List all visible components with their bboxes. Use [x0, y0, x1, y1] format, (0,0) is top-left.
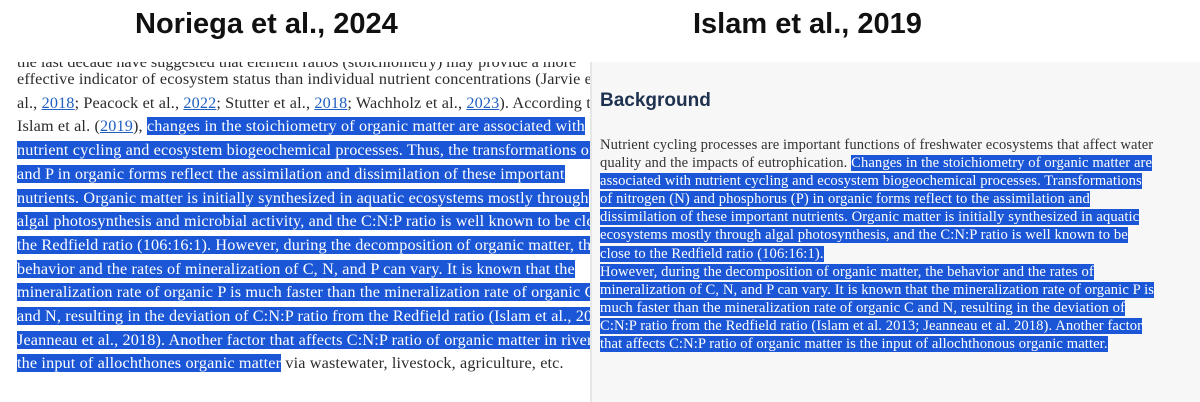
- text: ; Wachholz et al.,: [347, 93, 467, 112]
- left-line: algal photosynthesis and microbial activ…: [17, 210, 590, 234]
- highlighted-text[interactable]: algal photosynthesis and microbial activ…: [17, 212, 590, 231]
- highlighted-text[interactable]: However, during the decomposition of org…: [600, 263, 1094, 280]
- citation-link[interactable]: 2018: [314, 93, 348, 112]
- text: quality and the impacts of eutrophicatio…: [600, 155, 852, 172]
- right-line: close to the Redfield ratio (106:16:1).: [600, 245, 1154, 263]
- left-line: Islam et al. (2019), changes in the stoi…: [17, 115, 590, 139]
- right-line: mineralization of C, N, and P can vary. …: [600, 281, 1155, 299]
- highlighted-text[interactable]: that affects C:N:P ratio of organic matt…: [600, 336, 1108, 353]
- highlighted-text[interactable]: changes in the stoichiometry of organic …: [146, 117, 585, 136]
- panel-divider: [590, 62, 592, 402]
- highlighted-text[interactable]: mineralization rate of organic P is much…: [17, 283, 590, 302]
- highlighted-text[interactable]: nutrient cycling and ecosystem biogeoche…: [17, 141, 590, 160]
- highlighted-text[interactable]: of nitrogen (N) and phosphorus (P) in or…: [600, 191, 1090, 208]
- highlighted-text[interactable]: and N, resulting in the deviation of C:N…: [17, 307, 590, 326]
- left-line: effective indicator of ecosystem status …: [17, 70, 590, 88]
- left-heading: Noriega et al., 2024: [135, 8, 398, 40]
- cut-off-line: the last decade have suggested that elem…: [17, 62, 577, 71]
- right-line: quality and the impacts of eutrophicatio…: [600, 154, 1154, 172]
- right-heading: Islam et al., 2019: [693, 8, 922, 40]
- text: al.,: [17, 93, 42, 112]
- right-line: much faster than the mineralization rate…: [600, 299, 1154, 317]
- highlighted-text[interactable]: the input of allochthones organic matter: [17, 354, 282, 373]
- left-paragraph: effective indicator of ecosystem status …: [17, 68, 590, 376]
- citation-link[interactable]: 2022: [183, 93, 217, 112]
- highlighted-text[interactable]: the Redfield ratio (106:16:1). However, …: [17, 235, 590, 254]
- left-line: and N, resulting in the deviation of C:N…: [17, 305, 590, 329]
- citation-link[interactable]: 2018: [41, 93, 75, 112]
- highlighted-text[interactable]: dissimilation of these important nutrien…: [600, 209, 1140, 226]
- right-line: ecosystems mostly through algal photosyn…: [600, 226, 1154, 244]
- citation-link[interactable]: 2023: [466, 93, 500, 112]
- right-line: dissimilation of these important nutrien…: [600, 208, 1154, 226]
- highlighted-text[interactable]: mineralization of C, N, and P can vary. …: [600, 281, 1155, 298]
- right-line: of nitrogen (N) and phosphorus (P) in or…: [600, 190, 1154, 208]
- highlighted-text[interactable]: nutrients. Organic matter is initially s…: [17, 188, 589, 207]
- left-line: the Redfield ratio (106:16:1). However, …: [17, 234, 590, 258]
- highlighted-text[interactable]: close to the Redfield ratio (106:16:1).: [600, 245, 824, 262]
- right-line: Nutrient cycling processes are important…: [600, 137, 1154, 153]
- highlighted-text[interactable]: Jeanneau et al., 2018). Another factor t…: [17, 330, 590, 349]
- right-excerpt-panel: Background Nutrient cycling processes ar…: [592, 62, 1200, 402]
- highlighted-text[interactable]: and P in organic forms reflect the assim…: [17, 164, 565, 183]
- highlighted-text[interactable]: much faster than the mineralization rate…: [600, 299, 1126, 316]
- highlighted-text[interactable]: behavior and the rates of mineralization…: [17, 259, 575, 278]
- right-line: associated with nutrient cycling and eco…: [600, 172, 1154, 190]
- text: via wastewater, livestock, agriculture, …: [281, 354, 564, 373]
- citation-link[interactable]: 2019: [100, 117, 133, 136]
- highlighted-text[interactable]: associated with nutrient cycling and eco…: [600, 173, 1142, 190]
- left-line: al., 2018; Peacock et al., 2022; Stutter…: [17, 92, 590, 116]
- highlighted-text[interactable]: ecosystems mostly through algal photosyn…: [600, 227, 1128, 244]
- right-line: However, during the decomposition of org…: [600, 263, 1154, 281]
- highlighted-text[interactable]: Changes in the stoichiometry of organic …: [851, 155, 1153, 172]
- highlighted-text[interactable]: C:N:P ratio from the Redfield ratio (Isl…: [600, 317, 1143, 334]
- left-line: Jeanneau et al., 2018). Another factor t…: [17, 329, 590, 353]
- text: ; Stutter et al.,: [216, 93, 315, 112]
- left-line: behavior and the rates of mineralization…: [17, 258, 590, 282]
- section-title: Background: [600, 90, 711, 111]
- left-line: and P in organic forms reflect the assim…: [17, 163, 590, 187]
- left-line: mineralization rate of organic P is much…: [17, 281, 590, 305]
- text: ),: [133, 117, 147, 136]
- right-paragraph: Nutrient cycling processes are important…: [600, 136, 1155, 353]
- right-line: C:N:P ratio from the Redfield ratio (Isl…: [600, 317, 1154, 335]
- left-line: nutrient cycling and ecosystem biogeoche…: [17, 139, 590, 163]
- left-line: nutrients. Organic matter is initially s…: [17, 187, 590, 211]
- text: Islam et al. (: [17, 117, 101, 136]
- right-line: that affects C:N:P ratio of organic matt…: [600, 335, 1154, 353]
- text: ; Peacock et al.,: [74, 93, 184, 112]
- left-excerpt-panel: the last decade have suggested that elem…: [0, 62, 590, 402]
- text: ). According to: [499, 93, 590, 112]
- left-line: the input of allochthones organic matter…: [17, 352, 590, 376]
